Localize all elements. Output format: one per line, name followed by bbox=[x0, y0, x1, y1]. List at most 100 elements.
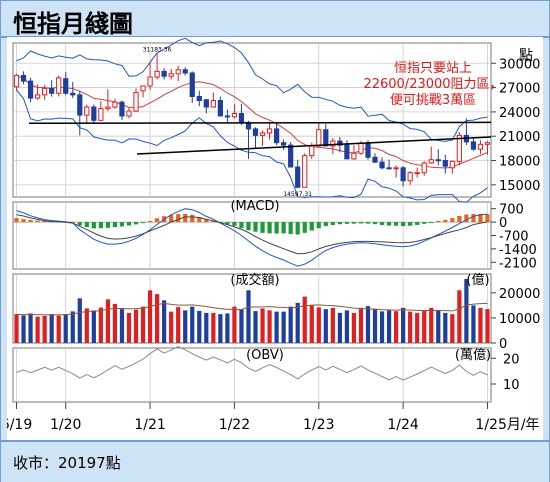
volume-bar bbox=[176, 307, 181, 343]
rising-trend-line bbox=[136, 136, 492, 155]
candle-body bbox=[217, 100, 223, 117]
macd-histogram-bar bbox=[204, 219, 209, 223]
volume-bar bbox=[21, 315, 26, 343]
candle-body bbox=[344, 144, 350, 160]
candle-body bbox=[20, 74, 27, 82]
candle-body bbox=[484, 142, 491, 145]
volume-bar bbox=[133, 309, 139, 343]
candle-body bbox=[231, 113, 238, 118]
volume-bar bbox=[295, 302, 300, 343]
macd-ytick-label: 0 bbox=[499, 216, 507, 231]
closing-price: 收市：20197點 bbox=[13, 454, 121, 472]
macd-histogram-bar bbox=[119, 222, 125, 227]
volume-bar bbox=[408, 311, 413, 343]
macd-ytick-label: -1400 bbox=[499, 243, 537, 258]
candle-body bbox=[175, 69, 181, 75]
volume-ytick-label: 0 bbox=[499, 337, 507, 352]
volume-bar bbox=[386, 310, 392, 343]
volume-bar bbox=[422, 310, 427, 343]
volume-bar bbox=[56, 315, 61, 343]
volume-bar bbox=[169, 311, 174, 343]
volume-bar bbox=[246, 290, 251, 343]
macd-histogram-bar bbox=[386, 222, 392, 226]
moving-average bbox=[16, 74, 488, 169]
candle-body bbox=[224, 115, 231, 118]
candle-body bbox=[428, 159, 434, 164]
candle-body bbox=[27, 80, 34, 99]
volume-bar bbox=[436, 310, 441, 343]
macd-histogram-bar bbox=[401, 222, 406, 227]
candle-body bbox=[400, 167, 406, 182]
volume-unit-label: (億) bbox=[466, 272, 489, 288]
volume-ytick-label: 10000 bbox=[499, 312, 540, 327]
macd-histogram-bar bbox=[183, 213, 188, 223]
volume-bar bbox=[14, 314, 19, 343]
candle-body bbox=[119, 101, 125, 117]
x-axis-label: 1/24 bbox=[387, 417, 419, 433]
macd-histogram-bar bbox=[281, 222, 286, 234]
candle-body bbox=[421, 162, 427, 174]
macd-title: (MACD) bbox=[230, 199, 279, 214]
volume-bar bbox=[351, 312, 357, 343]
macd-histogram-bar bbox=[274, 222, 279, 234]
obv-line bbox=[16, 345, 488, 381]
high-point-label: 31183.36 bbox=[143, 47, 172, 54]
macd-ytick-label: -2100 bbox=[499, 256, 537, 271]
volume-bar bbox=[415, 312, 420, 343]
volume-bar bbox=[302, 296, 307, 343]
volume-bar bbox=[147, 290, 153, 343]
macd-histogram-bar bbox=[197, 217, 202, 223]
volume-bar bbox=[372, 309, 378, 343]
volume-bar bbox=[288, 306, 293, 343]
macd-histogram-bar bbox=[464, 214, 469, 223]
macd-histogram-bar bbox=[372, 222, 378, 225]
macd-histogram-bar bbox=[225, 222, 230, 225]
candle-body bbox=[182, 69, 188, 74]
candle-body bbox=[210, 100, 216, 108]
macd-histogram-bar bbox=[415, 222, 420, 225]
candle-body bbox=[323, 129, 329, 147]
x-axis-label: 6/19 bbox=[7, 417, 32, 433]
price-ytick-label: 15000 bbox=[499, 179, 540, 194]
volume-bar bbox=[358, 307, 364, 343]
volume-bar bbox=[154, 294, 160, 343]
macd-histogram-bar bbox=[485, 214, 490, 223]
candle-body bbox=[49, 87, 55, 94]
candle-body bbox=[379, 161, 385, 169]
volume-moving-average bbox=[16, 302, 488, 316]
lower-band bbox=[16, 89, 488, 203]
chart-title: 恒指月綫圖 bbox=[13, 10, 133, 38]
annotation-line-1: 恒指只要站上 bbox=[394, 61, 472, 76]
volume-bar bbox=[218, 314, 223, 343]
price-ytick-label: 30000 bbox=[499, 57, 540, 72]
macd-histogram-bar bbox=[393, 222, 399, 226]
macd-histogram-bar bbox=[323, 222, 328, 227]
volume-bar bbox=[28, 313, 33, 343]
volume-bar bbox=[281, 311, 286, 343]
volume-bar bbox=[119, 309, 125, 343]
candle-body bbox=[126, 110, 132, 117]
volume-bar bbox=[457, 290, 462, 343]
macd-histogram-bar bbox=[379, 222, 385, 225]
macd-histogram-bar bbox=[190, 214, 195, 223]
candle-body bbox=[91, 106, 97, 121]
macd-histogram-bar bbox=[176, 214, 181, 223]
candle-body bbox=[77, 94, 83, 116]
macd-histogram-bar bbox=[14, 218, 19, 223]
macd-ytick-label: 700 bbox=[499, 203, 524, 218]
volume-bar bbox=[401, 307, 406, 343]
price-ytick-label: 21000 bbox=[499, 130, 540, 145]
candle-body bbox=[449, 160, 455, 169]
candle-body bbox=[309, 145, 315, 157]
volume-bar bbox=[344, 310, 350, 343]
volume-ytick-label: 20000 bbox=[499, 287, 540, 302]
annotation-line-2: 22600/23000阻力區， bbox=[363, 77, 502, 92]
pane-obv bbox=[12, 347, 492, 403]
candle-body bbox=[456, 134, 462, 162]
volume-bar bbox=[77, 298, 82, 343]
volume-bar bbox=[478, 307, 483, 343]
volume-title: (成交額) bbox=[230, 272, 279, 288]
macd-signal-line bbox=[16, 214, 488, 255]
macd-histogram-bar bbox=[253, 222, 258, 232]
macd-histogram-bar bbox=[126, 222, 132, 226]
